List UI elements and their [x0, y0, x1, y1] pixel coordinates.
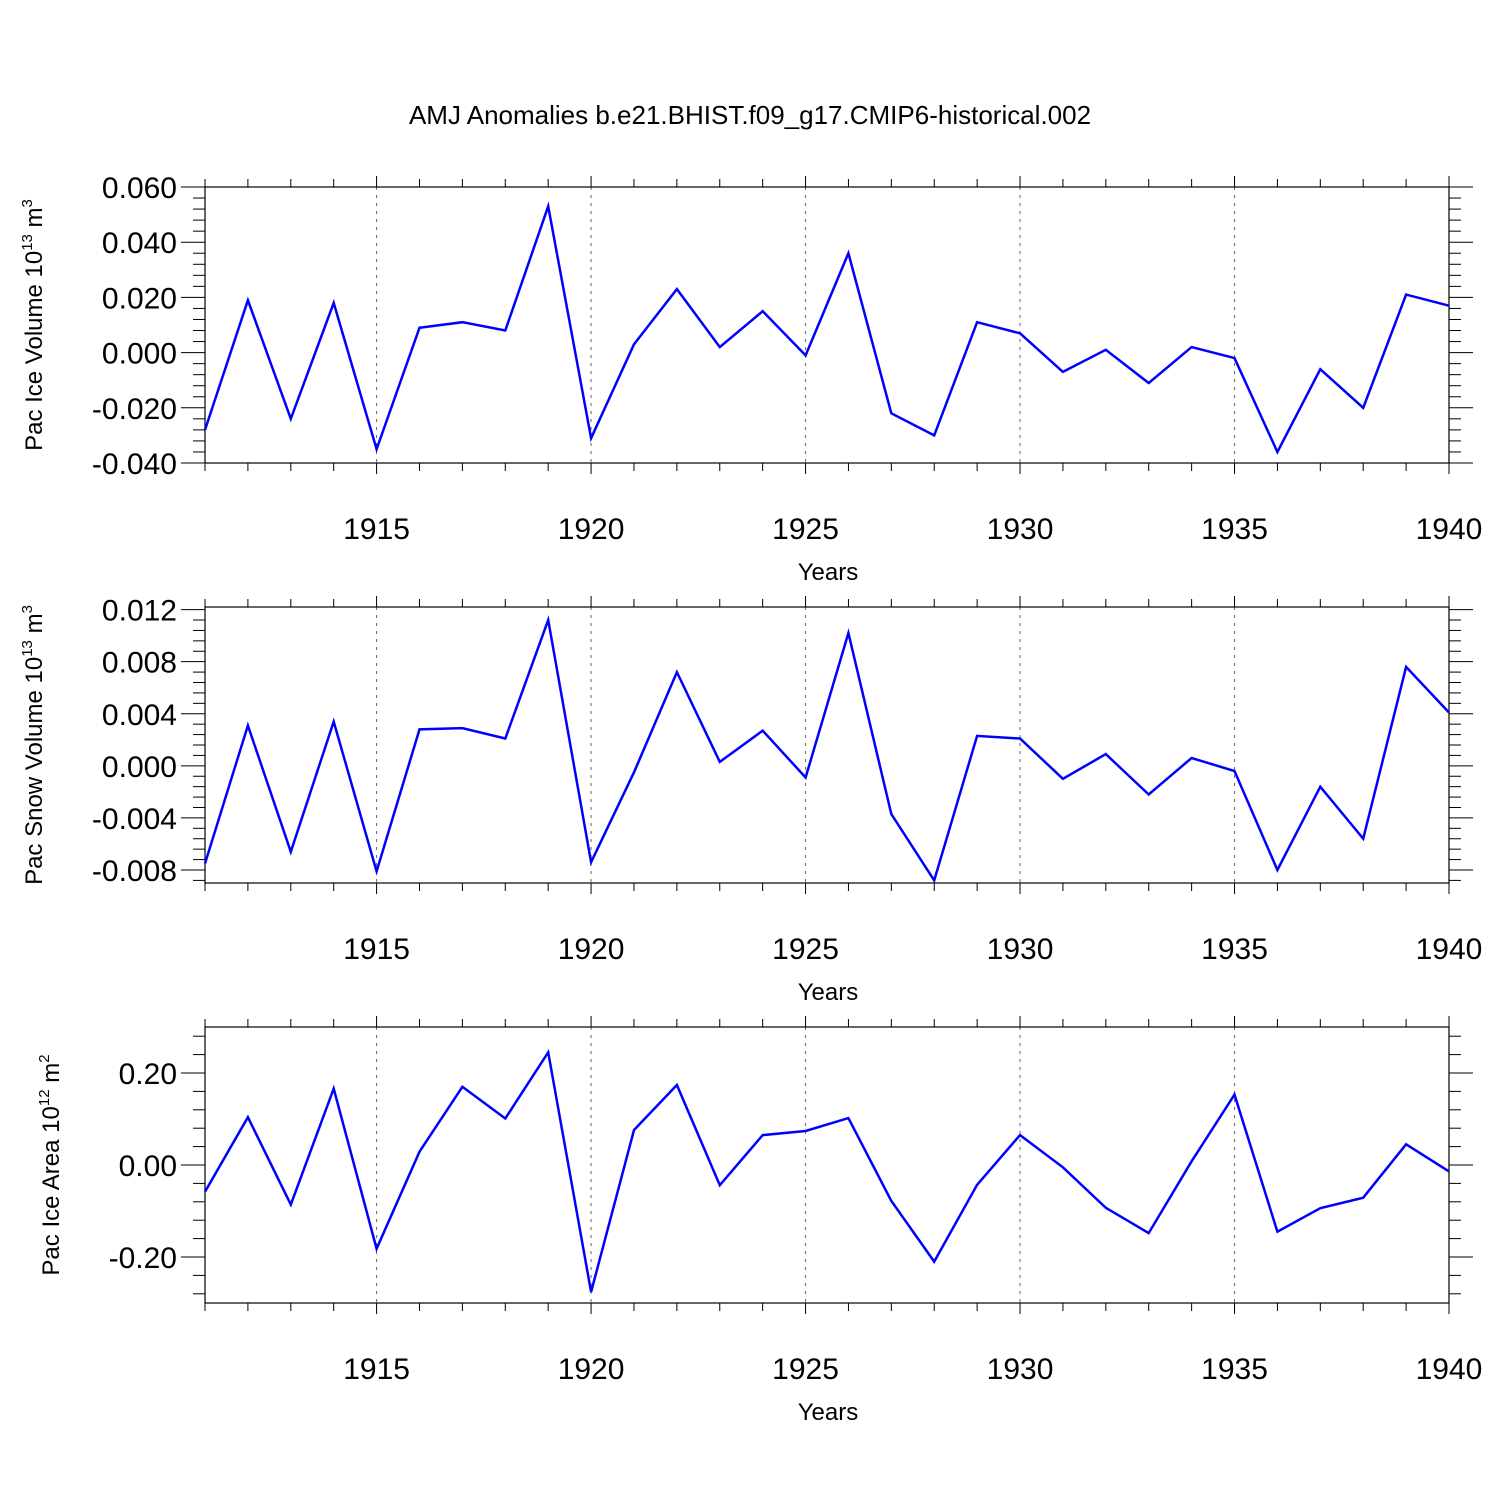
series-line: [203, 201, 1450, 455]
x-tick-label: 1935: [1201, 933, 1268, 966]
y-tick-label: -0.008: [92, 855, 177, 888]
x-axis-label: Years: [798, 979, 859, 1006]
x-tick-label: 1935: [1201, 513, 1268, 546]
x-tick-label: 1925: [772, 1353, 839, 1386]
x-axis-label: Years: [798, 559, 859, 586]
x-tick-label: 1940: [1416, 933, 1483, 966]
plot-frame: [204, 186, 1450, 464]
plot-frame: [204, 606, 1450, 884]
x-tick-label: 1940: [1416, 1353, 1483, 1386]
x-tick-label: 1915: [343, 933, 410, 966]
y-tick-label: 0.012: [102, 595, 177, 628]
series-line: [203, 615, 1450, 884]
y-tick-label: -0.20: [109, 1242, 177, 1275]
y-tick-label: -0.020: [92, 393, 177, 426]
y-tick-label: 0.00: [119, 1150, 177, 1183]
x-tick-label: 1925: [772, 933, 839, 966]
x-tick-label: 1915: [343, 1353, 410, 1386]
series-line: [203, 1048, 1450, 1293]
y-tick-label: -0.040: [92, 448, 177, 481]
panel-2: -0.008 -0.004 0.000 0.004 0.008 0.012 1915 1920…: [19, 595, 1482, 1006]
y-tick-label: 0.000: [102, 751, 177, 784]
x-tick-label: 1930: [987, 933, 1054, 966]
y-axis-label: Pac Ice Area 1012 m2: [36, 1054, 65, 1275]
panel-3: -0.20 0.00 0.20 1915 1920 1925 1930 1935 1940 Yea…: [36, 1016, 1482, 1426]
x-tick-label: 1935: [1201, 1353, 1268, 1386]
x-tick-label: 1920: [558, 933, 625, 966]
y-tick-label: 0.008: [102, 647, 177, 680]
y-tick-label: -0.004: [92, 803, 177, 836]
figure-title: AMJ Anomalies b.e21.BHIST.f09_g17.CMIP6-…: [409, 100, 1091, 130]
x-tick-label: 1925: [772, 513, 839, 546]
x-axis-label: Years: [798, 1399, 859, 1426]
plot-frame: [204, 1026, 1450, 1304]
x-tick-label: 1920: [558, 513, 625, 546]
y-tick-label: 0.020: [102, 282, 177, 315]
y-tick-label: 0.004: [102, 699, 177, 732]
y-axis-label: Pac Snow Volume 1013 m3: [19, 605, 48, 885]
y-tick-label: 0.060: [102, 172, 177, 205]
y-tick-label: 0.040: [102, 227, 177, 260]
y-tick-label: 0.20: [119, 1058, 177, 1091]
panels: -0.040 -0.020 0.000 0.020 0.040 0.060 1915 1920…: [19, 172, 1482, 1426]
y-tick-label: 0.000: [102, 338, 177, 371]
x-tick-label: 1930: [987, 513, 1054, 546]
x-tick-label: 1915: [343, 513, 410, 546]
x-tick-label: 1930: [987, 1353, 1054, 1386]
x-tick-label: 1940: [1416, 513, 1483, 546]
panel-1: -0.040 -0.020 0.000 0.020 0.040 0.060 1915 1920…: [19, 172, 1482, 586]
x-tick-label: 1920: [558, 1353, 625, 1386]
y-axis-label: Pac Ice Volume 1013 m3: [19, 199, 48, 451]
